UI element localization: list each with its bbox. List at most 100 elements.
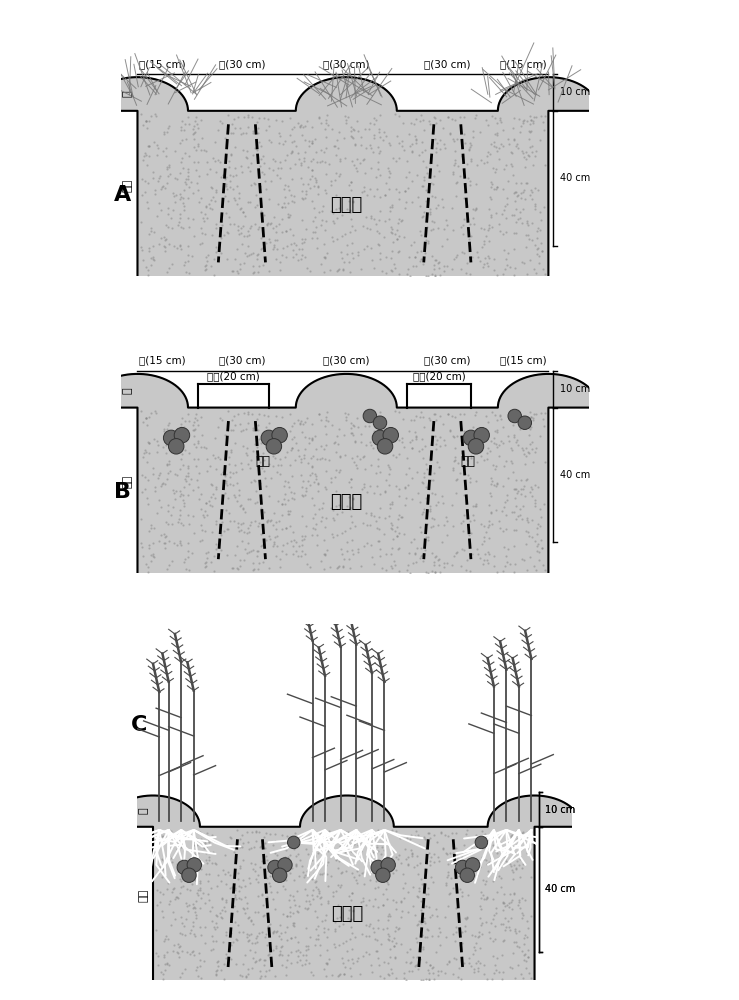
Point xyxy=(530,265,542,281)
Point xyxy=(201,463,213,479)
Point xyxy=(200,840,211,856)
Point xyxy=(488,430,500,446)
Point xyxy=(151,922,163,938)
Point xyxy=(426,563,437,579)
Point xyxy=(177,943,188,959)
Point xyxy=(346,885,358,901)
Point xyxy=(324,452,336,468)
Point xyxy=(340,112,352,128)
Point xyxy=(183,190,194,206)
Point xyxy=(467,498,479,514)
Point xyxy=(474,253,486,269)
Point xyxy=(342,824,354,840)
Point xyxy=(277,240,289,256)
Point xyxy=(309,847,321,863)
Point xyxy=(345,119,357,135)
Point xyxy=(200,226,211,242)
Point xyxy=(251,439,263,455)
Point xyxy=(157,439,168,455)
Point xyxy=(334,166,346,182)
Point xyxy=(339,150,351,166)
Point xyxy=(328,215,340,231)
Point xyxy=(520,175,532,191)
Point xyxy=(417,178,429,194)
Point xyxy=(145,223,157,239)
Point xyxy=(514,851,525,867)
Point xyxy=(212,152,224,168)
Point xyxy=(511,511,522,527)
Point xyxy=(355,137,367,153)
Point xyxy=(247,125,259,141)
Point xyxy=(420,490,432,506)
Point xyxy=(307,967,319,983)
Point xyxy=(495,879,507,895)
Point xyxy=(245,452,256,468)
Point xyxy=(146,535,158,551)
Point xyxy=(234,256,246,272)
Point xyxy=(488,907,500,923)
Point xyxy=(385,219,397,235)
Point xyxy=(202,247,214,263)
Point xyxy=(273,125,285,141)
Point xyxy=(234,126,246,142)
Point xyxy=(140,469,151,485)
Point xyxy=(218,523,230,539)
Point xyxy=(364,507,376,523)
Point xyxy=(176,113,188,129)
Point xyxy=(293,904,304,920)
Point xyxy=(302,900,314,916)
Point xyxy=(236,461,248,477)
Point xyxy=(253,178,265,194)
Point xyxy=(474,124,486,140)
Point xyxy=(293,241,305,257)
Point xyxy=(370,465,382,481)
Point xyxy=(426,472,437,488)
Point xyxy=(433,551,445,567)
Point xyxy=(302,846,314,862)
Point xyxy=(281,872,293,888)
Point xyxy=(306,527,318,543)
Point xyxy=(474,859,486,875)
Point xyxy=(292,145,304,161)
Point xyxy=(143,559,154,575)
Point xyxy=(162,931,174,947)
Point xyxy=(316,153,327,169)
Point xyxy=(253,925,265,941)
Point xyxy=(242,841,254,857)
Point xyxy=(525,409,537,425)
Point xyxy=(437,840,449,856)
Point xyxy=(260,235,272,251)
Point xyxy=(346,514,358,530)
Point xyxy=(195,970,207,986)
Point xyxy=(285,533,297,549)
Point xyxy=(160,928,171,944)
Point xyxy=(478,966,490,982)
Point xyxy=(504,856,516,872)
Point xyxy=(401,169,412,185)
Point xyxy=(271,884,283,900)
Point xyxy=(250,833,262,849)
Point xyxy=(282,206,294,222)
Point xyxy=(497,826,508,842)
Point xyxy=(423,498,435,514)
Point xyxy=(318,249,330,265)
Point xyxy=(535,509,547,525)
Point xyxy=(511,831,523,847)
Point xyxy=(426,869,437,885)
Point xyxy=(423,922,435,938)
Point xyxy=(179,927,191,943)
Point xyxy=(375,936,387,952)
Point xyxy=(182,168,194,184)
Point xyxy=(243,247,255,263)
Point xyxy=(320,907,332,923)
Point xyxy=(469,942,480,958)
Point xyxy=(206,477,218,493)
Point xyxy=(187,900,199,916)
Point xyxy=(316,866,328,882)
Point xyxy=(361,220,372,236)
Point xyxy=(174,533,186,549)
Point xyxy=(499,849,511,865)
Point xyxy=(290,943,302,959)
Point xyxy=(484,443,496,459)
Point xyxy=(299,487,311,503)
